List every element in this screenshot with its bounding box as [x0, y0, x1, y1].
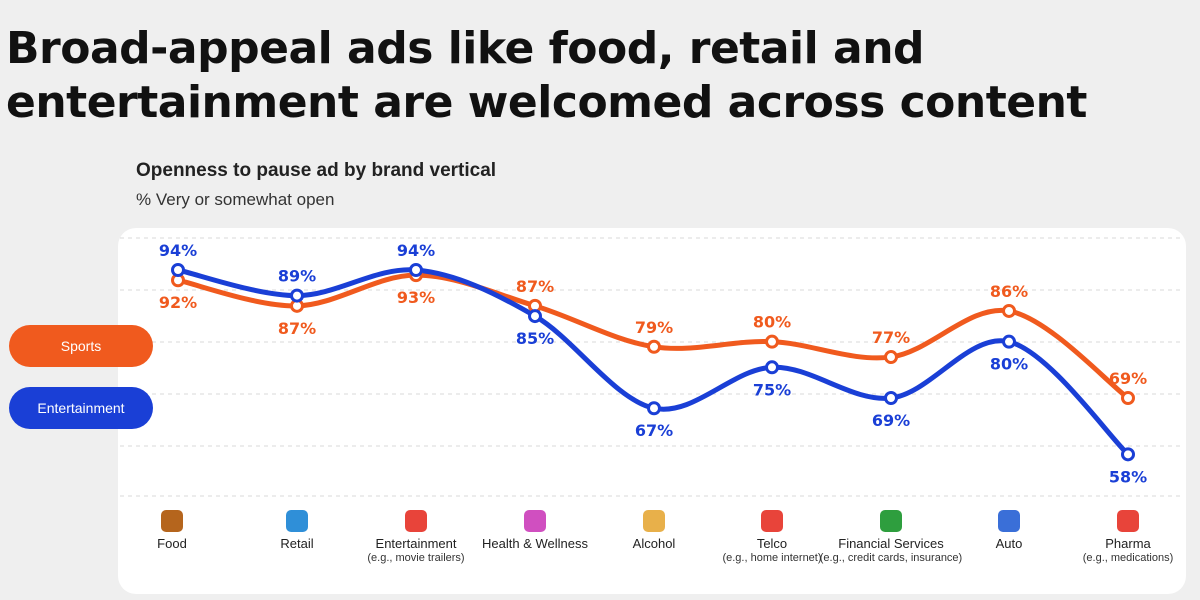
category-name: Financial Services [838, 536, 944, 551]
category-note: (e.g., movie trailers) [367, 552, 465, 564]
data-label-sports: 87% [516, 277, 554, 296]
data-label-sports: 86% [990, 282, 1028, 301]
page-headline: Broad-appeal ads like food, retail and e… [6, 23, 1087, 128]
data-label-entertainment: 69% [872, 411, 910, 430]
category-note: (e.g., home internet) [722, 552, 822, 564]
category-name: Health & Wellness [482, 536, 588, 551]
category-name: Auto [995, 536, 1023, 551]
category-label: Food [97, 510, 247, 552]
chart-subtitle: % Very or somewhat open [136, 190, 335, 209]
point-entertainment [409, 263, 423, 277]
data-label-sports: 93% [397, 288, 435, 307]
category-name: Telco [756, 536, 788, 551]
legend-sports: Sports [9, 325, 153, 367]
money-icon [880, 510, 902, 532]
category-label: Pharma (e.g., medications) [1053, 510, 1200, 565]
category-label: Auto [934, 510, 1084, 552]
point-sports [647, 339, 661, 354]
point-sports [1121, 391, 1135, 405]
point-entertainment [647, 401, 661, 416]
category-label: Financial Services (e.g., credit cards, i… [816, 510, 966, 565]
shopping-bag-icon [286, 510, 308, 532]
car-icon [998, 510, 1020, 532]
point-sports [1002, 303, 1016, 318]
pill-icon [1117, 510, 1139, 532]
point-entertainment [528, 309, 542, 324]
category-label: Health & Wellness [460, 510, 610, 552]
category-name: Entertainment [375, 536, 457, 551]
data-label-sports: 80% [753, 313, 791, 332]
data-label-sports: 77% [872, 328, 910, 347]
telephone-icon [761, 510, 783, 532]
category-label: Alcohol [579, 510, 729, 552]
category-label: Entertainment (e.g., movie trailers) [341, 510, 491, 565]
point-entertainment [290, 288, 304, 303]
category-name: Retail [280, 536, 314, 551]
data-label-entertainment: 75% [753, 380, 791, 399]
data-label-sports: 92% [159, 293, 197, 312]
category-name: Alcohol [632, 536, 676, 551]
point-entertainment [884, 391, 898, 405]
point-entertainment [1002, 334, 1016, 349]
category-label: Telco (e.g., home internet) [697, 510, 847, 565]
data-label-entertainment: 80% [990, 355, 1028, 374]
data-label-entertainment: 58% [1109, 467, 1147, 486]
data-label-sports: 69% [1109, 369, 1147, 388]
point-entertainment [171, 263, 185, 277]
chart-title: Openness to pause ad by brand vertical [136, 160, 497, 181]
data-label-entertainment: 94% [159, 241, 197, 260]
beer-icon [643, 510, 665, 532]
data-label-entertainment: 85% [516, 329, 554, 348]
category-note: (e.g., medications) [1082, 552, 1174, 564]
data-label-entertainment: 89% [278, 267, 316, 286]
data-label-entertainment: 67% [635, 421, 673, 440]
burger-icon [161, 510, 183, 532]
point-entertainment [765, 360, 779, 375]
flower-icon [524, 510, 546, 532]
point-sports [765, 334, 779, 349]
category-name: Pharma [1105, 536, 1151, 551]
data-label-entertainment: 94% [397, 241, 435, 260]
legend-entertainment: Entertainment [9, 387, 153, 429]
popcorn-icon [405, 510, 427, 532]
category-note: (e.g., credit cards, insurance) [819, 552, 963, 564]
point-entertainment [1121, 447, 1135, 462]
data-label-sports: 87% [278, 319, 316, 338]
category-name: Food [157, 536, 187, 551]
category-label: Retail [222, 510, 372, 552]
point-sports [884, 350, 898, 365]
data-label-sports: 79% [635, 318, 673, 337]
